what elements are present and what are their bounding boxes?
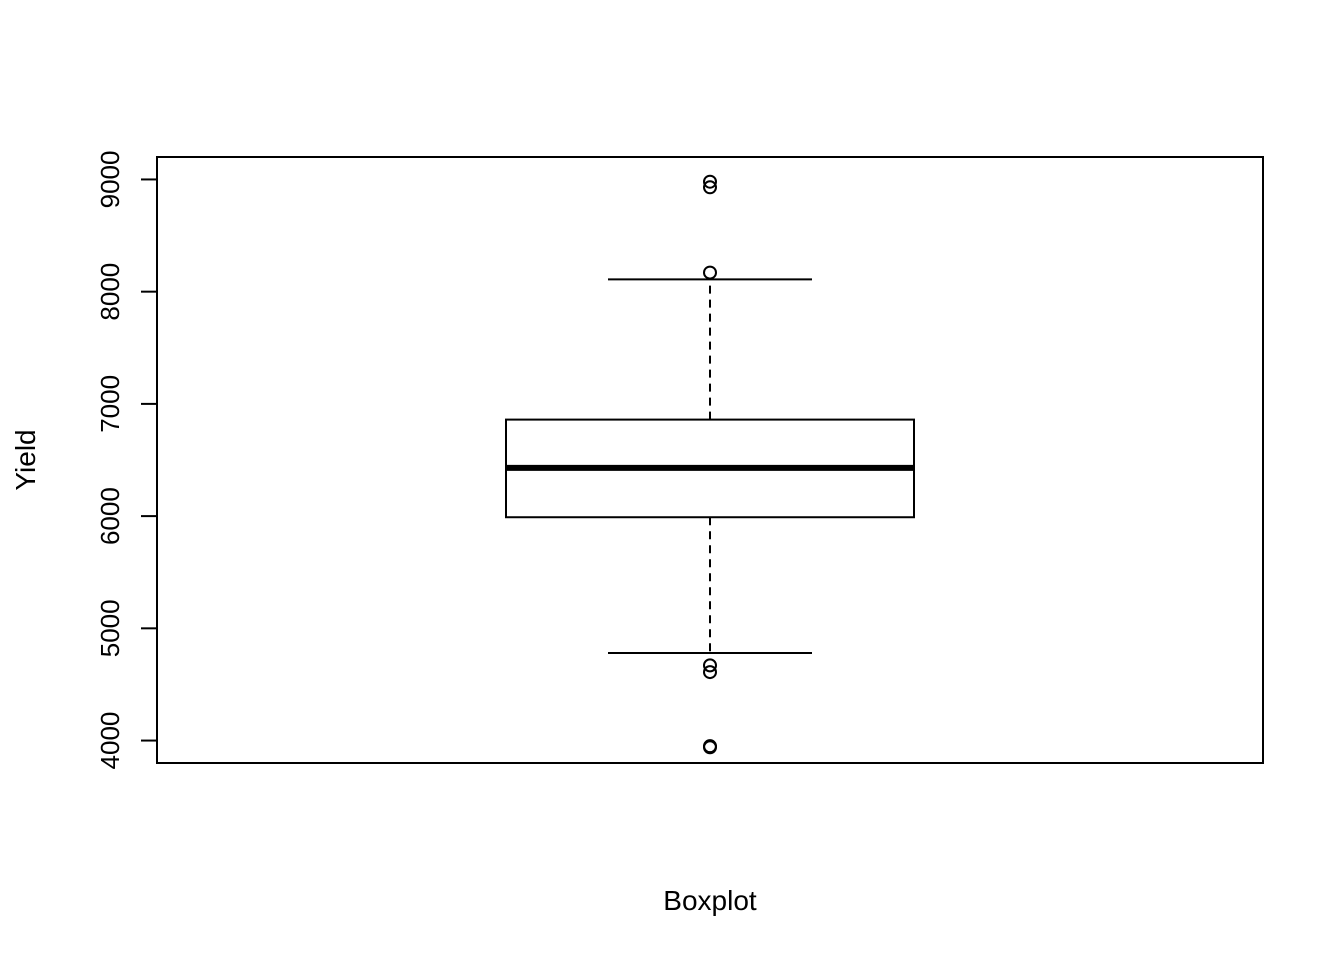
outlier-point xyxy=(703,265,717,280)
outlier-point xyxy=(703,174,717,189)
y-tick-label: 7000 xyxy=(95,375,125,433)
outlier-point xyxy=(703,665,717,680)
outlier-point xyxy=(703,740,717,755)
y-tick-label: 4000 xyxy=(95,712,125,770)
y-axis: 4000 5000 6000 7000 8000 9000 xyxy=(95,151,158,770)
y-tick-label: 5000 xyxy=(95,599,125,657)
y-tick-label: 8000 xyxy=(95,263,125,321)
y-tick-label: 9000 xyxy=(95,151,125,209)
y-tick-label: 6000 xyxy=(95,487,125,545)
y-axis-title: Yield xyxy=(10,429,41,490)
box-layer xyxy=(505,174,915,755)
outlier-point xyxy=(703,658,717,673)
plot-frame xyxy=(156,156,1264,764)
x-axis-title: Boxplot xyxy=(663,885,757,916)
outlier-point xyxy=(703,180,717,195)
